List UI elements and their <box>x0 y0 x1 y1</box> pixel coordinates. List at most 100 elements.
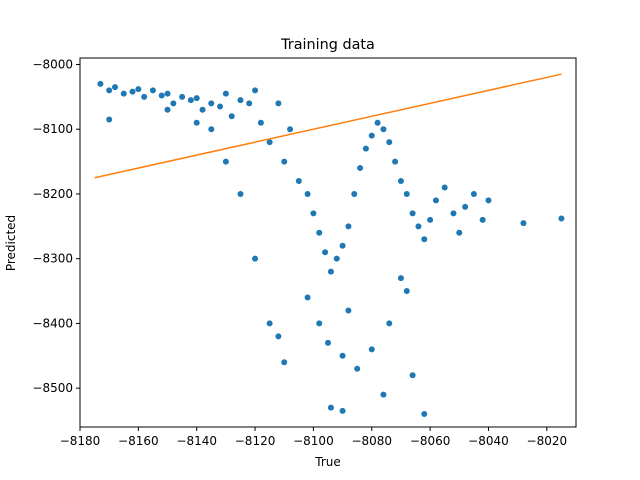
scatter-point <box>135 86 142 93</box>
scatter-point <box>97 80 104 87</box>
scatter-point <box>450 210 457 217</box>
scatter-point <box>345 223 352 230</box>
scatter-point <box>193 95 200 102</box>
scatter-point <box>106 116 113 123</box>
scatter-point <box>228 113 235 120</box>
scatter-point <box>351 190 358 197</box>
scatter-point <box>403 288 410 295</box>
y-tick-label: −8300 <box>32 252 73 266</box>
scatter-point <box>485 197 492 204</box>
scatter-point <box>222 158 229 165</box>
scatter-point <box>170 100 177 107</box>
y-tick-label: −8000 <box>32 57 73 71</box>
scatter-point <box>327 404 334 411</box>
scatter-point <box>421 236 428 243</box>
x-tick-label: −8040 <box>468 434 509 448</box>
scatter-point <box>266 320 273 327</box>
y-tick-label: −8200 <box>32 187 73 201</box>
scatter-point <box>357 165 364 172</box>
scatter-point <box>368 132 375 139</box>
scatter-point <box>275 333 282 340</box>
scatter-point <box>415 223 422 230</box>
y-tick-label: −8500 <box>32 381 73 395</box>
scatter-point <box>158 92 165 99</box>
scatter-point <box>106 87 113 94</box>
scatter-point <box>374 119 381 126</box>
scatter-point <box>141 93 148 100</box>
scatter-point <box>397 178 404 184</box>
scatter-point <box>164 106 171 113</box>
scatter-point <box>479 216 486 223</box>
y-tick-label: −8400 <box>32 316 73 330</box>
scatter-point <box>392 158 399 165</box>
x-tick-label: −8140 <box>176 434 217 448</box>
scatter-point <box>164 90 171 97</box>
x-tick-label: −8120 <box>235 434 276 448</box>
scatter-point <box>520 220 527 227</box>
scatter-point <box>275 100 282 107</box>
scatter-point <box>217 103 224 110</box>
scatter-point <box>327 268 334 275</box>
scatter-point <box>397 275 404 282</box>
scatter-point <box>208 100 215 107</box>
scatter-point <box>237 190 244 197</box>
scatter-point <box>441 184 448 191</box>
scatter-point <box>380 126 387 133</box>
scatter-point <box>208 126 215 133</box>
scatter-point <box>386 139 393 146</box>
scatter-point <box>237 97 244 104</box>
axes-border <box>79 57 577 428</box>
scatter-point <box>287 126 294 133</box>
scatter-point <box>252 87 259 94</box>
plot-area <box>94 73 565 418</box>
scatter-point <box>403 190 410 197</box>
x-tick-label: −8100 <box>293 434 334 448</box>
scatter-point <box>339 352 346 359</box>
scatter-point <box>558 215 565 222</box>
scatter-point <box>316 320 323 327</box>
scatter-point <box>470 190 477 197</box>
axes-frame <box>79 57 577 428</box>
scatter-point <box>120 90 127 97</box>
x-tick-label: −8160 <box>118 434 159 448</box>
scatter-point <box>427 216 434 223</box>
scatter-point <box>345 307 352 314</box>
scatter-point <box>246 100 253 107</box>
scatter-point <box>252 255 259 262</box>
y-tick-label: −8100 <box>32 122 73 136</box>
scatter-point <box>354 365 361 372</box>
scatter-point <box>386 320 393 327</box>
chart-title: Training data <box>280 37 375 53</box>
scatter-point <box>368 346 375 353</box>
scatter-point <box>304 294 311 301</box>
scatter-point <box>281 158 288 165</box>
scatter-point <box>362 145 369 152</box>
scatter-point <box>222 90 229 97</box>
scatter-point <box>266 139 273 146</box>
scatter-point <box>149 87 156 94</box>
fit-line <box>94 73 562 179</box>
scatter-point <box>199 106 206 113</box>
scatter-point <box>339 407 346 414</box>
scatter-point <box>409 210 416 217</box>
x-axis-label: True <box>314 455 341 469</box>
y-axis-ticks: −8000 −8100 −8200 −8300 −8400 −8500 <box>32 57 80 395</box>
scatter-point <box>456 229 463 236</box>
scatter-point <box>325 339 331 346</box>
scatter-point <box>187 97 194 104</box>
x-tick-label: −8060 <box>410 434 451 448</box>
scatter-point <box>310 210 317 217</box>
scatter-point <box>193 119 200 126</box>
scatter-point <box>257 119 264 126</box>
scatter-point <box>129 88 136 95</box>
scatter-point <box>409 372 416 379</box>
x-tick-label: −8020 <box>527 434 568 448</box>
scatter-point <box>295 178 302 184</box>
scatter-point <box>281 359 288 366</box>
scatter-point <box>112 84 119 91</box>
x-tick-label: −8180 <box>60 434 101 448</box>
scatter-point <box>179 93 186 100</box>
y-axis-label: Predicted <box>4 215 18 271</box>
